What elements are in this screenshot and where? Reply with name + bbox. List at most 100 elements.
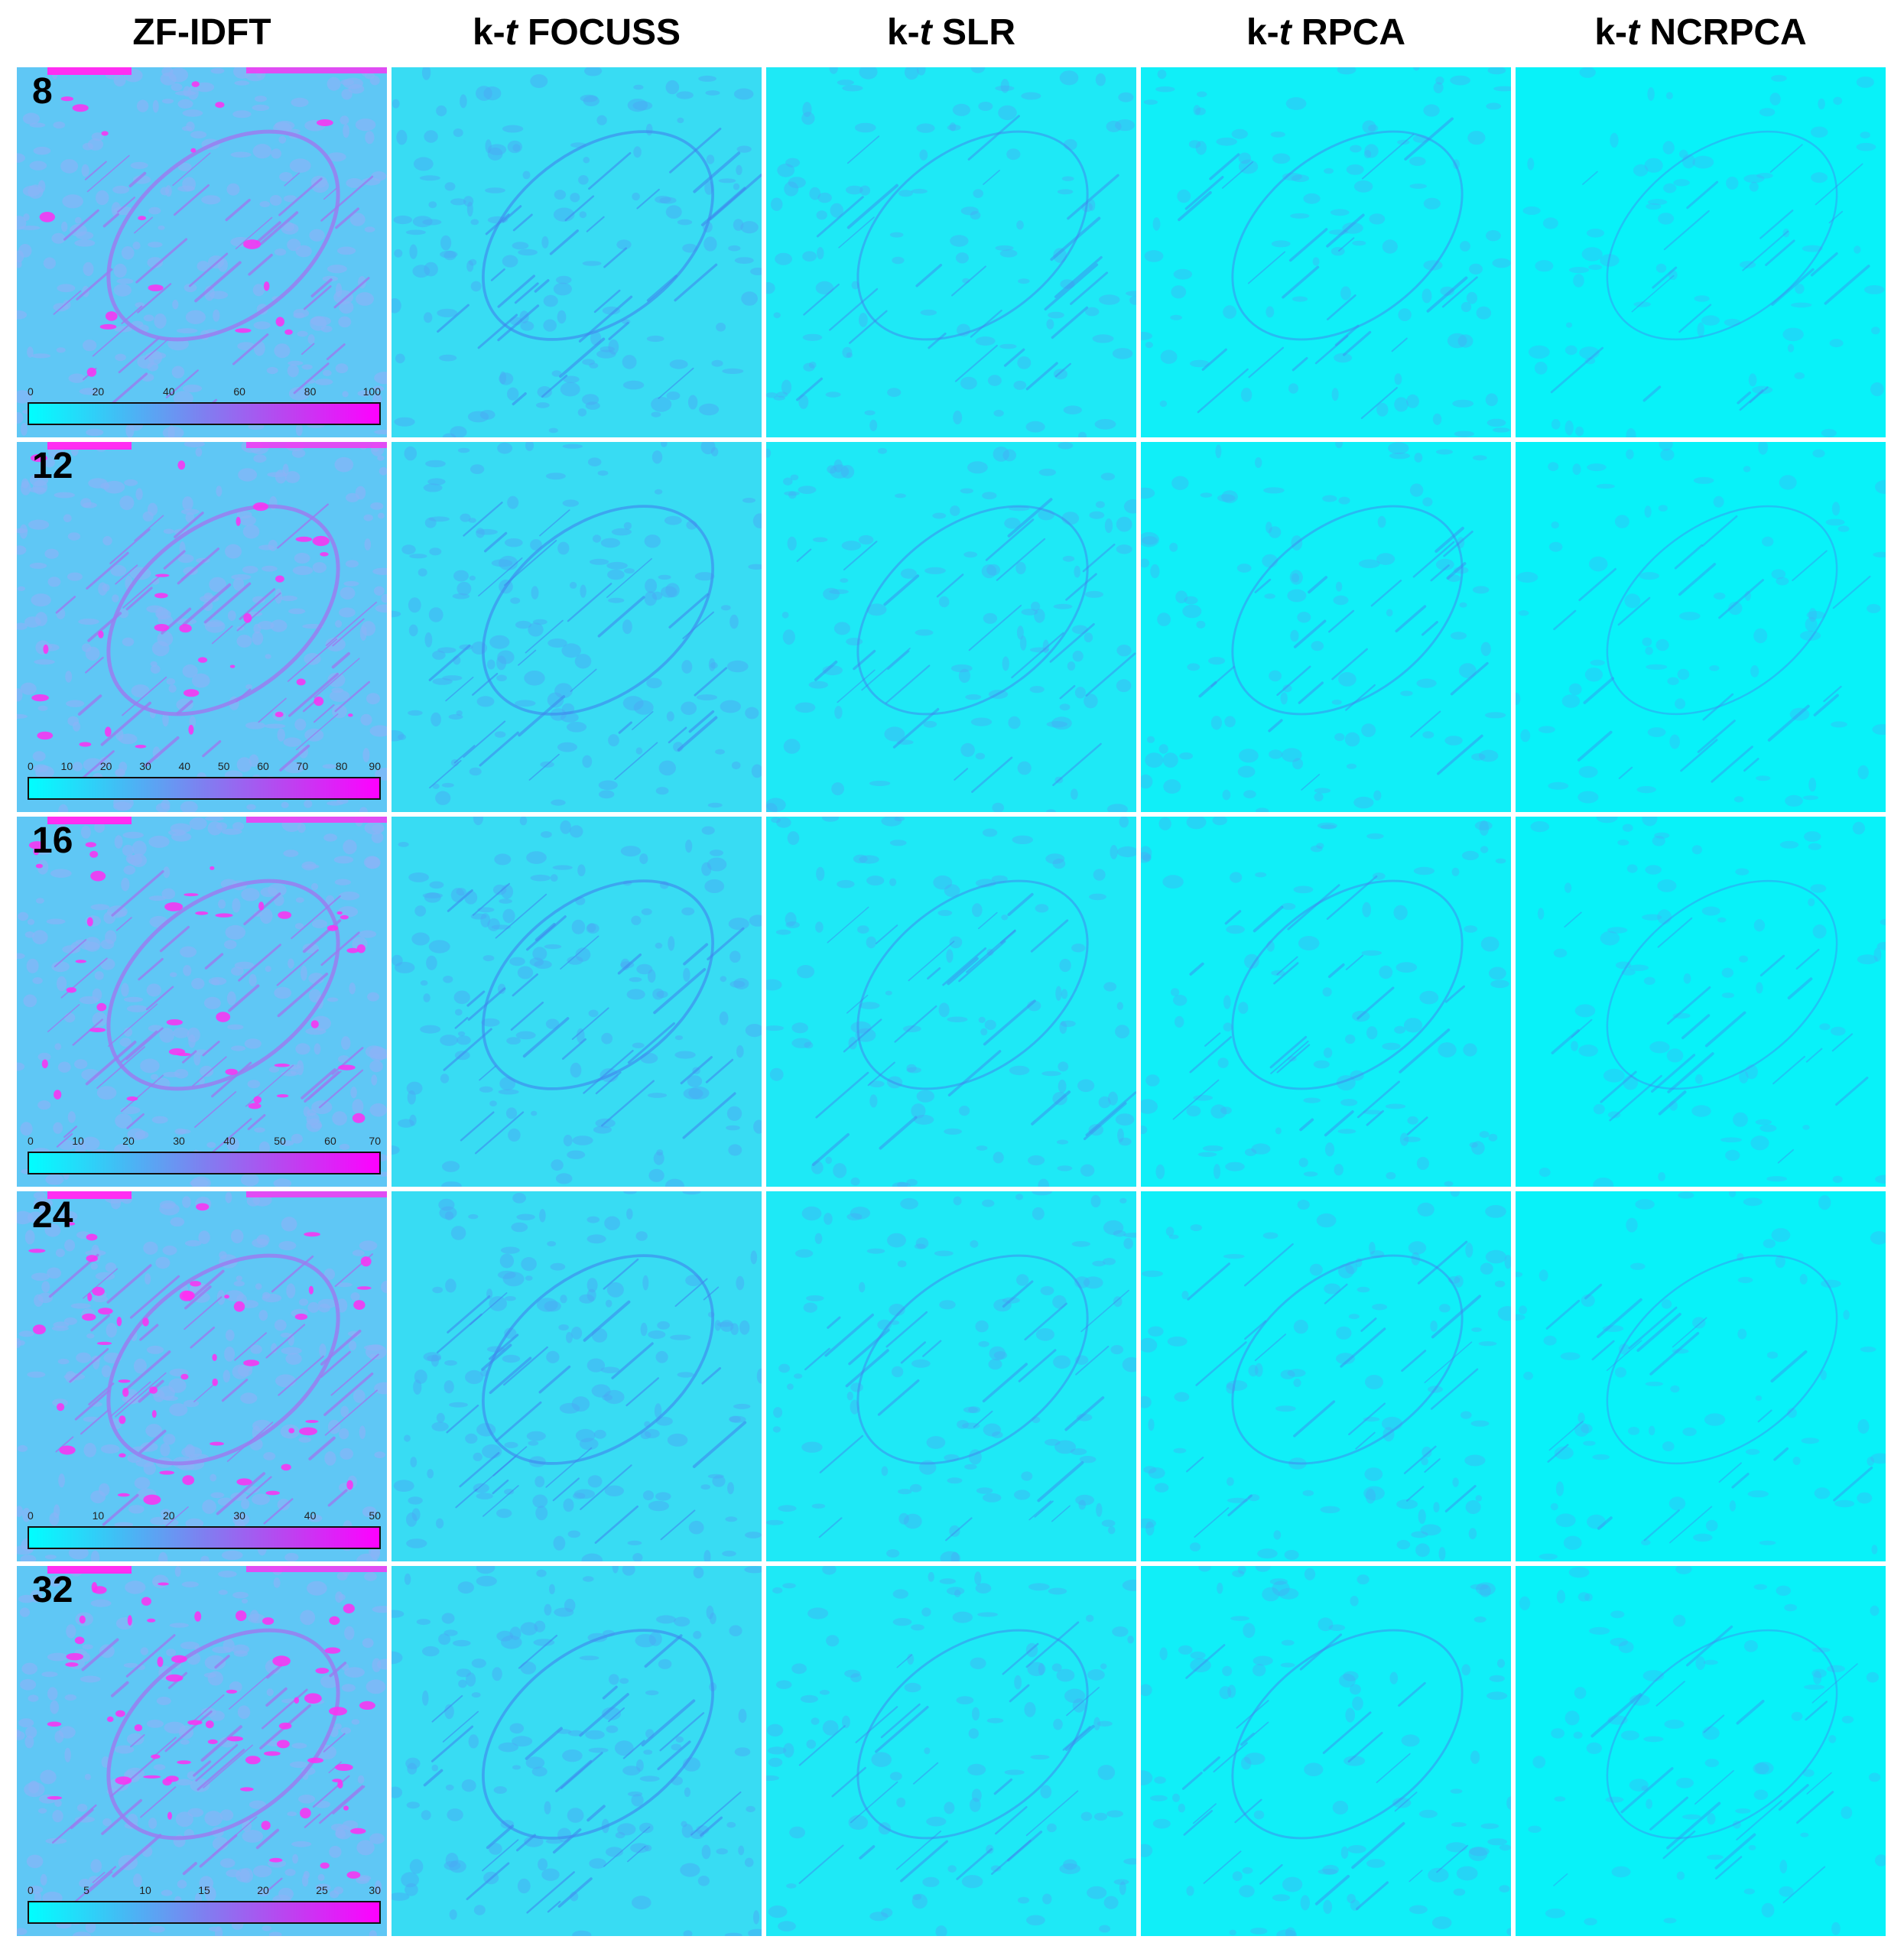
row-label: 8 xyxy=(32,71,53,112)
error-map-panel xyxy=(1516,1191,1886,1561)
column-header: k-t SLR xyxy=(766,6,1136,60)
error-map-texture xyxy=(766,1191,1136,1561)
colorbar-tick-label: 30 xyxy=(139,760,151,772)
colorbar-ticks: 0 10 20 30 40 50 60 70 xyxy=(28,1135,381,1152)
error-map-panel: 16 0 10 20 30 40 50 60 70 xyxy=(17,817,387,1187)
error-map-panel xyxy=(392,442,762,812)
error-map-texture xyxy=(1141,442,1506,812)
error-map-texture xyxy=(1516,1191,1886,1560)
colorbar-tick-label: 90 xyxy=(369,760,381,772)
error-map-panel xyxy=(1141,1191,1511,1561)
column-header: ZF-IDFT xyxy=(17,6,387,60)
error-map-panel xyxy=(1516,817,1886,1187)
colorbar-gradient xyxy=(28,1526,381,1549)
error-map-texture xyxy=(1141,817,1509,1187)
colorbar-tick-label: 0 xyxy=(28,1509,34,1522)
error-map-texture xyxy=(393,1191,762,1561)
colorbar-tick-label: 80 xyxy=(304,385,317,398)
error-map-texture xyxy=(1530,817,1886,1187)
error-map-panel xyxy=(1141,67,1511,437)
error-map-panel xyxy=(1141,1566,1511,1936)
error-map-panel xyxy=(392,817,762,1187)
colorbar-ticks: 0 10 20 30 40 50 xyxy=(28,1509,381,1526)
error-map-panel xyxy=(766,1191,1136,1561)
error-map-texture xyxy=(1519,1566,1886,1935)
colorbar-tick-label: 30 xyxy=(173,1135,185,1147)
colorbar-tick-label: 20 xyxy=(99,760,112,772)
colorbar-gradient xyxy=(28,402,381,425)
colorbar-tick-label: 5 xyxy=(83,1884,89,1896)
error-map-texture xyxy=(17,817,387,1187)
colorbar-tick-label: 15 xyxy=(198,1884,210,1896)
error-map-texture xyxy=(17,442,387,812)
column-header-suffix: RPCA xyxy=(1291,12,1405,53)
colorbar-tick-label: 0 xyxy=(28,1884,34,1896)
error-map-panel xyxy=(766,1566,1136,1936)
error-map-texture xyxy=(392,442,762,808)
column-header-italic: t xyxy=(1627,12,1639,53)
error-map-texture xyxy=(766,67,1136,437)
row-label: 12 xyxy=(32,446,73,486)
column-header: k-t NCRPCA xyxy=(1516,6,1886,60)
column-header-prefix: k- xyxy=(1246,12,1279,53)
colorbar: 0 10 20 30 40 50 60 70 xyxy=(28,1135,381,1181)
error-map-texture xyxy=(392,817,762,1187)
error-map-texture xyxy=(766,1566,1136,1936)
column-header-prefix: k- xyxy=(472,12,505,53)
colorbar-tick-label: 40 xyxy=(178,760,191,772)
colorbar-tick-label: 40 xyxy=(163,385,175,398)
error-map-panel xyxy=(392,1191,762,1561)
colorbar-tick-label: 50 xyxy=(369,1509,381,1522)
error-map-panel xyxy=(766,817,1136,1187)
error-map-texture xyxy=(1141,67,1511,437)
colorbar-tick-label: 25 xyxy=(316,1884,328,1896)
error-map-texture xyxy=(1516,442,1886,807)
colorbar-ticks: 0 10 20 30 40 50 60 70 80 90 xyxy=(28,760,381,777)
error-map-panel xyxy=(766,442,1136,812)
colorbar-tick-label: 20 xyxy=(92,385,105,398)
colorbar-tick-label: 40 xyxy=(304,1509,317,1522)
colorbar-tick-label: 50 xyxy=(217,760,230,772)
error-map-panel: 12 0 10 20 30 40 50 60 70 80 90 xyxy=(17,442,387,812)
column-header-italic: t xyxy=(1279,12,1292,53)
error-map-panel: 8 0 20 40 60 80 100 xyxy=(17,67,387,437)
colorbar-tick-label: 0 xyxy=(28,385,34,398)
error-map-panel xyxy=(1141,442,1511,812)
column-header-suffix: ZF-IDFT xyxy=(132,12,271,53)
colorbar-tick-label: 40 xyxy=(223,1135,236,1147)
column-header-italic: t xyxy=(919,12,932,53)
colorbar: 0 20 40 60 80 100 xyxy=(28,385,381,431)
error-map-panel xyxy=(392,1566,762,1936)
colorbar-tick-label: 20 xyxy=(257,1884,269,1896)
colorbar-gradient xyxy=(28,1901,381,1924)
column-header-suffix: SLR xyxy=(931,12,1015,53)
column-header-prefix: k- xyxy=(1594,12,1628,53)
error-map-texture xyxy=(17,1191,387,1561)
colorbar-gradient xyxy=(28,1152,381,1174)
error-map-panel xyxy=(1516,442,1886,812)
colorbar-tick-label: 20 xyxy=(163,1509,175,1522)
colorbar-tick-label: 60 xyxy=(257,760,269,772)
column-header-suffix: FOCUSS xyxy=(517,12,681,53)
colorbar-tick-label: 20 xyxy=(122,1135,135,1147)
error-map-panel xyxy=(1516,67,1886,437)
error-map-panel xyxy=(766,67,1136,437)
column-header-prefix: k- xyxy=(886,12,920,53)
error-map-panel xyxy=(1141,817,1511,1187)
error-map-texture xyxy=(766,817,1136,1187)
colorbar-tick-label: 30 xyxy=(369,1884,381,1896)
error-map-texture xyxy=(392,67,762,437)
error-map-panel xyxy=(392,67,762,437)
error-map-panel: 24 0 10 20 30 40 50 xyxy=(17,1191,387,1561)
colorbar-tick-label: 70 xyxy=(369,1135,381,1147)
column-header: k-t FOCUSS xyxy=(392,6,762,60)
colorbar-gradient xyxy=(28,777,381,800)
error-map-texture xyxy=(1141,1191,1511,1561)
colorbar-tick-label: 10 xyxy=(60,760,73,772)
colorbar-tick-label: 0 xyxy=(28,1135,34,1147)
colorbar-tick-label: 60 xyxy=(233,385,245,398)
colorbar-tick-label: 10 xyxy=(72,1135,84,1147)
colorbar: 0 10 20 30 40 50 60 70 80 90 xyxy=(28,760,381,806)
colorbar-tick-label: 10 xyxy=(92,1509,105,1522)
